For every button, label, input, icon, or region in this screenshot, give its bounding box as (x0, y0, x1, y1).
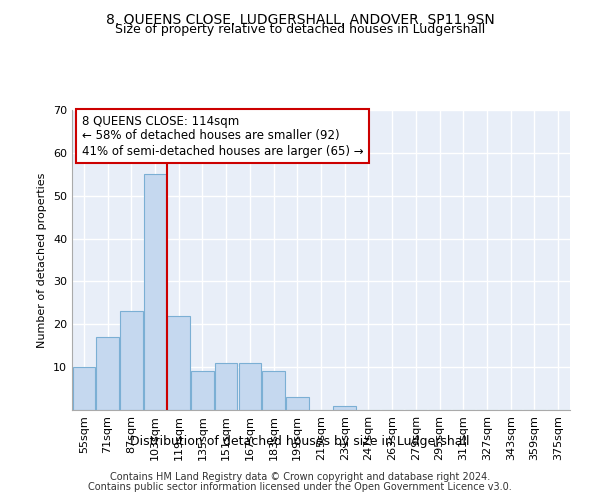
Text: 8, QUEENS CLOSE, LUDGERSHALL, ANDOVER, SP11 9SN: 8, QUEENS CLOSE, LUDGERSHALL, ANDOVER, S… (106, 12, 494, 26)
Text: 8 QUEENS CLOSE: 114sqm
← 58% of detached houses are smaller (92)
41% of semi-det: 8 QUEENS CLOSE: 114sqm ← 58% of detached… (82, 114, 364, 158)
Y-axis label: Number of detached properties: Number of detached properties (37, 172, 47, 348)
Bar (239, 363, 261, 410)
Text: Contains public sector information licensed under the Open Government Licence v3: Contains public sector information licen… (88, 482, 512, 492)
Bar (334, 406, 356, 410)
Bar (73, 367, 95, 410)
Bar (215, 363, 238, 410)
Text: Distribution of detached houses by size in Ludgershall: Distribution of detached houses by size … (130, 435, 470, 448)
Text: Contains HM Land Registry data © Crown copyright and database right 2024.: Contains HM Land Registry data © Crown c… (110, 472, 490, 482)
Bar (144, 174, 166, 410)
Bar (120, 312, 143, 410)
Bar (167, 316, 190, 410)
Bar (191, 372, 214, 410)
Text: Size of property relative to detached houses in Ludgershall: Size of property relative to detached ho… (115, 22, 485, 36)
Bar (97, 337, 119, 410)
Bar (262, 372, 285, 410)
Bar (286, 397, 308, 410)
